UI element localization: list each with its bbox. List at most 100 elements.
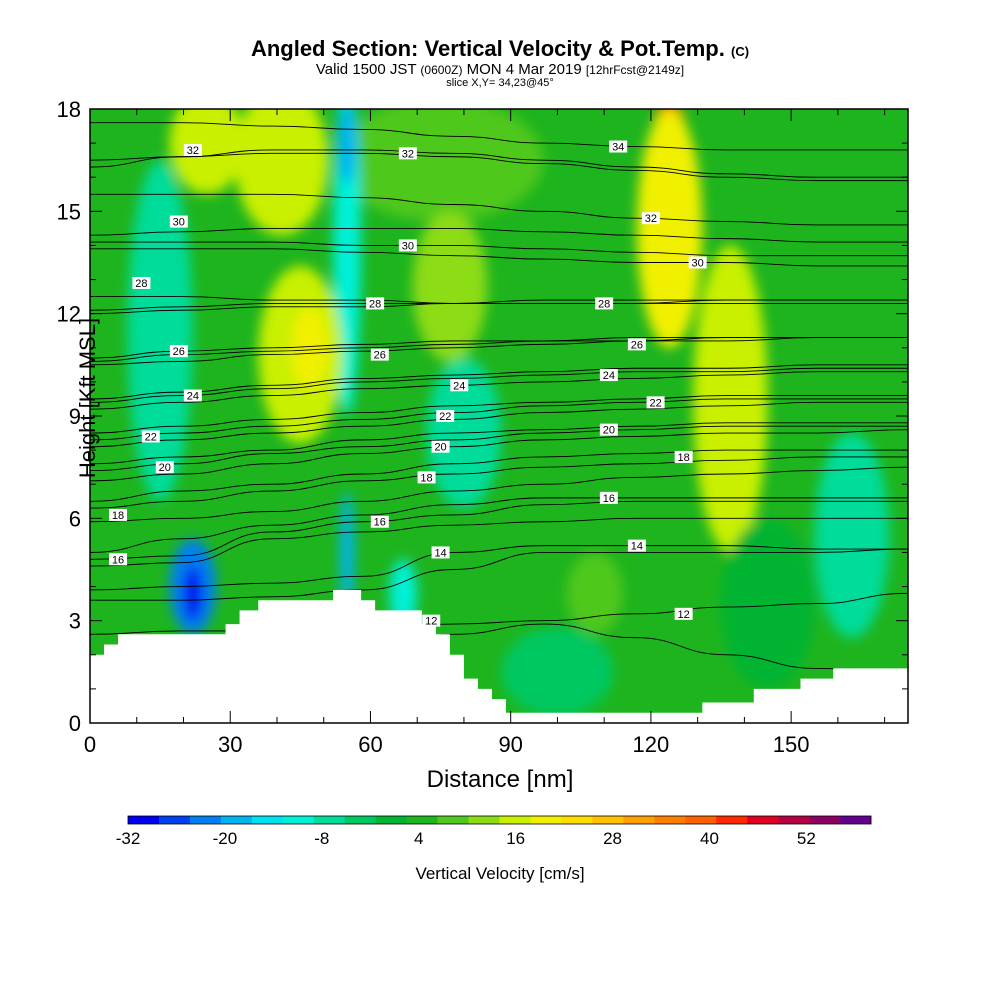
y-tick-label: 15 xyxy=(57,199,81,224)
contour-line xyxy=(90,456,908,509)
title-main: Angled Section: Vertical Velocity & Pot.… xyxy=(250,36,725,61)
colorbar-frame xyxy=(127,815,872,825)
contour-line xyxy=(90,241,908,257)
colorbar-swatch xyxy=(375,816,407,824)
contour-label-box xyxy=(132,276,151,289)
colorbar-swatch xyxy=(623,816,655,824)
colorbar-swatch xyxy=(499,816,531,824)
colorbar-swatch xyxy=(128,816,160,824)
contour-line xyxy=(90,371,908,410)
valid-z: (0600Z) xyxy=(420,63,463,77)
contour-label: 12 xyxy=(425,616,437,628)
contour-label-box xyxy=(398,239,417,252)
contour-label-box xyxy=(141,430,160,443)
colorbar-tick-label: 16 xyxy=(506,829,525,848)
contour-label: 20 xyxy=(159,462,171,474)
contour-line xyxy=(90,517,908,567)
contour-label-box xyxy=(398,147,417,160)
velocity-region xyxy=(127,160,193,502)
contour-label: 28 xyxy=(135,278,147,290)
contour-label: 30 xyxy=(173,217,185,229)
contour-label-box xyxy=(674,607,693,620)
contour-label: 30 xyxy=(402,240,414,252)
colorbar-swatch xyxy=(685,816,717,824)
velocity-region xyxy=(169,109,245,195)
contour-label: 28 xyxy=(369,298,381,310)
colorbar-swatch xyxy=(592,816,624,824)
contour-label: 18 xyxy=(112,510,124,522)
contour-label: 26 xyxy=(374,350,386,362)
y-tick-label: 12 xyxy=(57,302,81,327)
contour-line xyxy=(90,422,908,465)
contour-label-box xyxy=(370,515,389,528)
contour-line xyxy=(90,500,908,560)
contour-label-box xyxy=(169,215,188,228)
velocity-region xyxy=(566,552,623,635)
contour-label: 26 xyxy=(173,346,185,358)
contour-label: 18 xyxy=(678,452,690,464)
contour-line xyxy=(90,497,908,553)
chart-title: Angled Section: Vertical Velocity & Pot.… xyxy=(0,36,1000,62)
contour-label: 32 xyxy=(402,148,414,160)
contour-label: 14 xyxy=(434,547,446,559)
contour-label-box xyxy=(417,471,436,484)
colorbar-swatch xyxy=(406,816,438,824)
colorbar-swatch xyxy=(437,816,469,824)
velocity-region xyxy=(290,306,329,389)
contour-label-box xyxy=(366,297,385,310)
y-tick-label: 3 xyxy=(69,609,81,634)
colorbar-swatch xyxy=(344,816,376,824)
y-axis-label: Height [Kft MSL] xyxy=(75,317,101,479)
contour-line xyxy=(90,545,908,591)
contour-label-box xyxy=(169,345,188,358)
contour-line xyxy=(90,122,908,151)
x-tick-label: 60 xyxy=(358,732,382,757)
contour-label: 24 xyxy=(187,391,199,403)
contour-label-box xyxy=(599,491,618,504)
contour-label: 20 xyxy=(603,425,615,437)
contour-label-box xyxy=(109,553,128,566)
contour-label-box xyxy=(627,338,646,351)
contour-label-box xyxy=(155,461,174,474)
colorbar-swatch xyxy=(189,816,222,824)
velocity-region xyxy=(501,627,614,717)
velocity-region xyxy=(337,109,357,185)
contour-label-box xyxy=(688,256,707,269)
contour-label: 26 xyxy=(631,339,643,351)
colorbar-tick-label: -32 xyxy=(116,829,141,848)
contour-label-box xyxy=(599,423,618,436)
colorbar-swatch xyxy=(282,816,315,824)
colorbar-swatch xyxy=(747,816,779,824)
contour-line xyxy=(90,299,908,311)
y-tick-label: 6 xyxy=(69,506,81,531)
colorbar-swatch xyxy=(468,816,500,824)
title-units: (C) xyxy=(731,44,750,59)
terrain-mask xyxy=(90,589,908,723)
contour-line xyxy=(90,429,908,482)
contour-line xyxy=(90,149,908,178)
valid-date: MON 4 Mar 2019 xyxy=(466,61,582,78)
contour-label: 22 xyxy=(145,431,157,443)
potential-temperature-contours xyxy=(90,122,908,676)
contour-line xyxy=(90,337,908,359)
velocity-region xyxy=(721,518,815,689)
y-axis: 0 3 6 9 12 15 18 xyxy=(57,97,908,736)
velocity-field xyxy=(90,109,908,723)
contour-label: 34 xyxy=(612,142,624,154)
x-tick-label: 90 xyxy=(498,732,522,757)
contour-label: 32 xyxy=(187,145,199,157)
valid-pre: Valid 1500 JST xyxy=(315,61,417,78)
contour-line xyxy=(90,248,908,267)
contour-label: 18 xyxy=(420,472,432,484)
contour-line xyxy=(90,466,908,523)
colorbar-swatch xyxy=(716,816,748,824)
contour-label: 14 xyxy=(631,541,643,553)
colorbar-swatch xyxy=(840,816,872,824)
contour-label: 28 xyxy=(598,298,610,310)
contour-label: 24 xyxy=(453,380,465,392)
colorbar-tick-label: 40 xyxy=(700,829,719,848)
contour-label: 16 xyxy=(603,493,615,505)
contour-line xyxy=(90,193,908,226)
contour-label-box xyxy=(627,539,646,552)
